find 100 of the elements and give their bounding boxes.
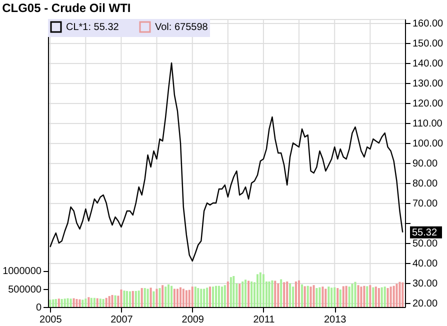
bar: [363, 286, 366, 307]
bar: [318, 287, 321, 307]
bar: [96, 298, 98, 307]
bar: [114, 295, 116, 307]
bar: [99, 298, 102, 307]
bar: [185, 290, 188, 307]
bar: [268, 281, 270, 307]
bar: [66, 298, 69, 307]
bar: [140, 288, 143, 307]
bar: [164, 286, 167, 307]
bar: [256, 274, 259, 307]
bar: [132, 290, 134, 307]
bar: [248, 280, 250, 307]
bar: [348, 286, 350, 307]
bar: [120, 290, 122, 307]
bar: [238, 284, 241, 307]
y2-tick-label: 150.00: [412, 38, 444, 50]
y2-tick-label: 30.00: [412, 278, 438, 290]
bar: [52, 299, 54, 307]
bar: [203, 288, 206, 307]
bar: [372, 287, 374, 307]
bar: [162, 285, 164, 307]
bar: [345, 286, 348, 307]
bar: [82, 300, 84, 307]
bar: [126, 290, 128, 307]
y2-tick-label: 100.00: [412, 138, 444, 150]
bar: [70, 298, 72, 307]
chart-title: CLG05 - Crude Oil WTI: [2, 1, 131, 15]
bar: [188, 290, 190, 307]
bar: [215, 286, 218, 307]
bar: [360, 286, 362, 307]
x-tick-label: 2009: [182, 314, 204, 326]
bar: [324, 288, 327, 307]
bar: [200, 288, 202, 307]
bar: [277, 283, 280, 307]
bar: [128, 291, 131, 307]
bar: [259, 272, 262, 307]
bar: [398, 282, 401, 307]
y2-tick-label: 50.00: [412, 238, 438, 250]
y2-tick-label: 20.00: [412, 298, 438, 310]
bar: [386, 288, 389, 307]
bar: [244, 280, 247, 307]
bar: [366, 286, 368, 307]
bar: [170, 286, 173, 307]
bar: [351, 284, 354, 307]
bar: [339, 290, 342, 307]
bar: [322, 286, 324, 307]
legend-label: Vol: 675598: [155, 22, 208, 33]
bar: [390, 286, 392, 307]
bar: [304, 286, 306, 307]
bar: [152, 291, 155, 307]
y2-tick-label: 40.00: [412, 258, 438, 270]
y2-tick-label: 80.00: [412, 178, 438, 190]
bar: [316, 288, 318, 307]
bar: [105, 298, 108, 307]
bar: [88, 297, 90, 307]
y2-tick-label: 110.00: [412, 118, 443, 130]
bar: [289, 283, 292, 307]
bar: [283, 282, 286, 307]
bar: [72, 298, 75, 307]
bar: [84, 298, 87, 307]
bar: [111, 294, 114, 307]
bar: [306, 286, 309, 307]
bar: [224, 285, 226, 307]
bar: [402, 282, 404, 307]
bar: [396, 284, 398, 307]
bar: [336, 288, 339, 307]
y-tick-label: 500000: [8, 284, 42, 296]
bar: [209, 286, 211, 307]
bar: [312, 285, 315, 307]
y-tick-label: 1000000: [2, 266, 42, 278]
bar: [78, 299, 81, 307]
bar: [357, 285, 360, 307]
bar: [54, 298, 57, 307]
bar: [144, 288, 146, 307]
y2-tick-label: 120.00: [412, 98, 444, 110]
bar: [49, 300, 52, 307]
bar: [342, 286, 344, 307]
bar: [301, 284, 303, 307]
bar: [378, 288, 380, 307]
bar: [262, 274, 264, 307]
bar: [298, 280, 300, 307]
bar: [146, 288, 149, 307]
bar: [93, 298, 96, 307]
bar: [330, 288, 333, 307]
bar: [369, 285, 372, 307]
bar: [226, 281, 229, 307]
text: 55.32: [412, 227, 438, 238]
bar: [374, 286, 377, 307]
bar: [334, 287, 336, 307]
bar: [90, 298, 92, 307]
bar: [64, 298, 66, 307]
bar: [108, 296, 110, 307]
bar: [271, 280, 274, 307]
bar: [182, 288, 184, 307]
bar: [102, 298, 104, 307]
bar: [206, 288, 208, 307]
bar: [123, 290, 126, 307]
bar: [173, 288, 176, 307]
x-tick-label: 2005: [40, 314, 62, 326]
